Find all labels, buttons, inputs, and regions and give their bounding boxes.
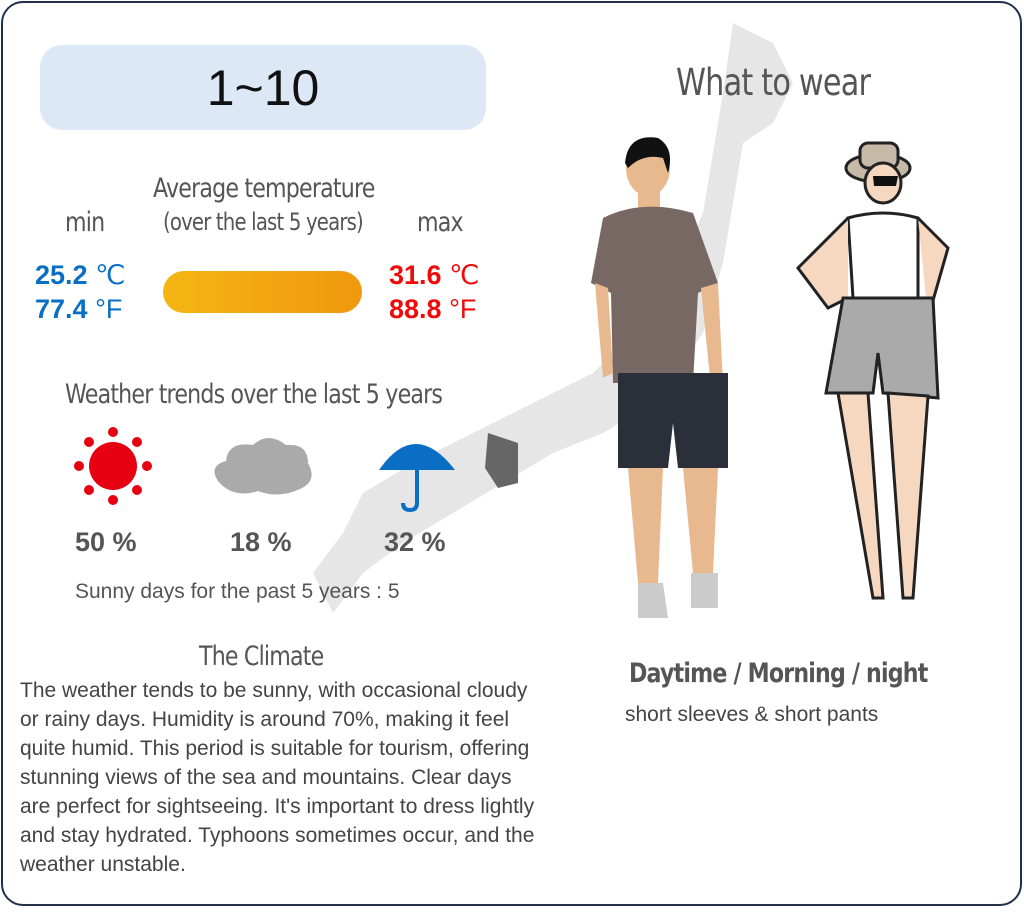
- climate-description: The weather tends to be sunny, with occa…: [20, 679, 535, 876]
- sunny-percent: 50 %: [75, 527, 137, 557]
- rainy-percent: 32 %: [384, 527, 446, 557]
- fahrenheit-unit: °F: [449, 294, 477, 324]
- wear-clothes: short sleeves & short pants: [625, 703, 879, 726]
- highlighted-region: [485, 433, 518, 488]
- temperature-subtitle: (over the last 5 years): [163, 208, 364, 236]
- celsius-unit: ℃: [95, 260, 126, 290]
- what-to-wear-heading: What to wear: [676, 61, 871, 104]
- umbrella-icon: [379, 444, 455, 513]
- sun-icon: [74, 427, 152, 505]
- min-temp: 25.2 ℃ 77.4 °F: [35, 258, 125, 326]
- temperature-range-bar: [163, 271, 362, 313]
- period-banner: 1~10: [40, 45, 486, 130]
- celsius-unit: ℃: [449, 260, 480, 290]
- max-fahrenheit: 88.8: [389, 294, 442, 324]
- temperature-title: Average temperature: [153, 173, 375, 204]
- min-fahrenheit: 77.4: [35, 294, 88, 324]
- woman-illustration: [796, 141, 950, 600]
- trends-title: Weather trends over the last 5 years: [65, 379, 443, 410]
- max-temp: 31.6 ℃ 88.8 °F: [389, 258, 479, 326]
- fahrenheit-unit: °F: [95, 294, 123, 324]
- cloudy-percent: 18 %: [230, 527, 292, 557]
- max-label: max: [417, 207, 464, 238]
- cloud-icon: [214, 438, 312, 495]
- min-label: min: [65, 207, 105, 238]
- max-celsius: 31.6: [389, 260, 442, 290]
- man-illustration: [591, 137, 728, 618]
- wear-time: Daytime / Morning / night: [629, 658, 928, 689]
- min-celsius: 25.2: [35, 260, 88, 290]
- sunny-days-text: Sunny days for the past 5 years : 5: [75, 580, 400, 603]
- climate-title: The Climate: [199, 641, 324, 672]
